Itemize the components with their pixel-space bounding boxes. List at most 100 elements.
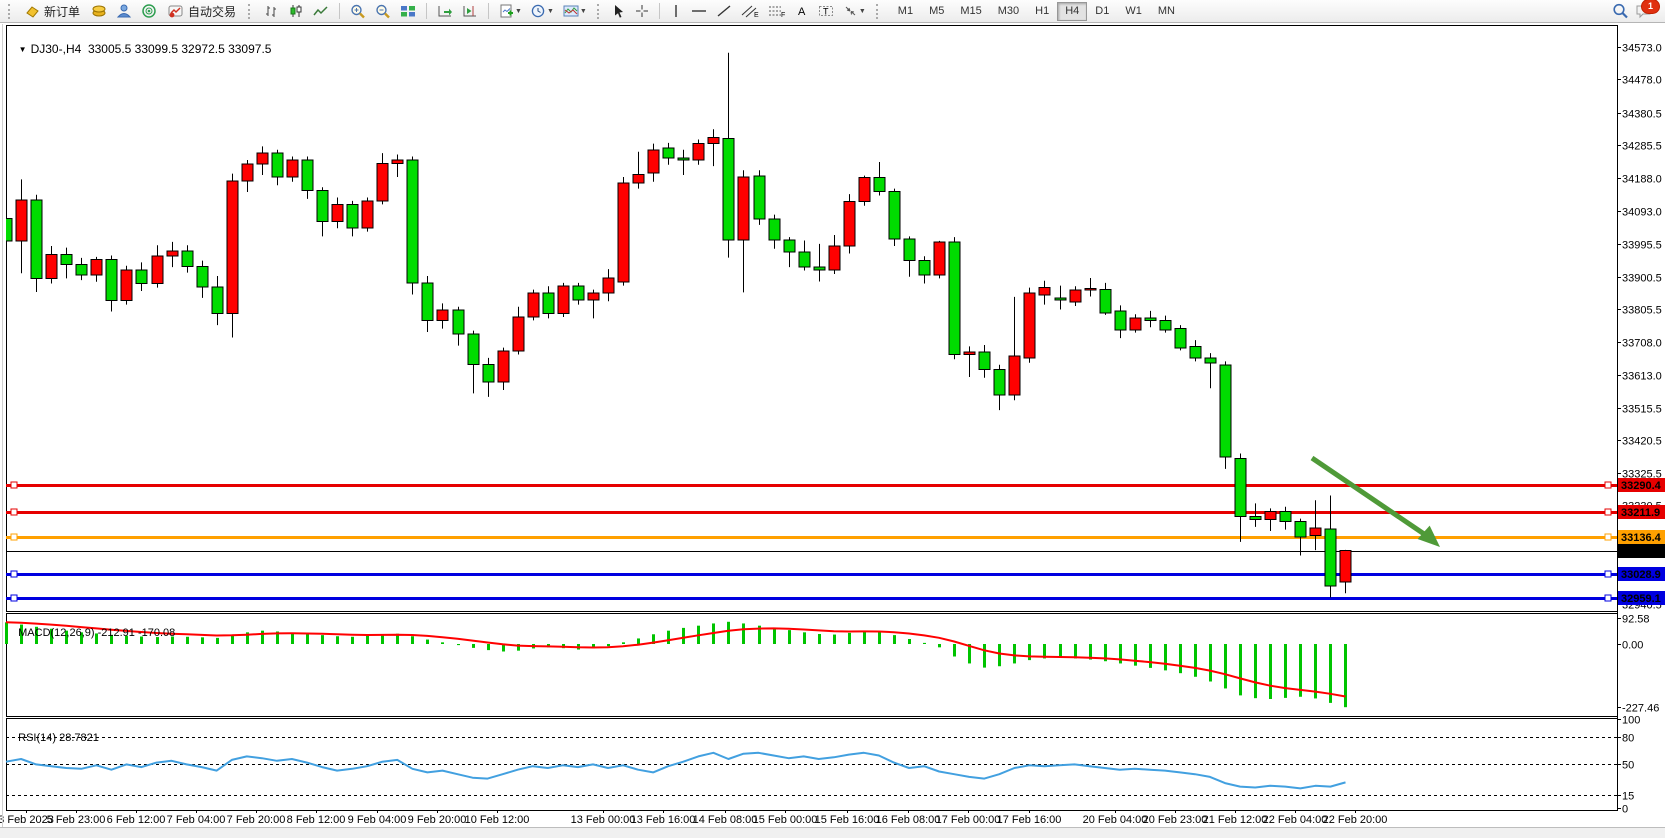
time-label[interactable]: 5 Feb 23:00	[47, 814, 106, 826]
time-label[interactable]: 20 Feb 04:00	[1083, 814, 1148, 826]
time-label[interactable]: 21 Feb 12:00	[1203, 814, 1268, 826]
tile-windows-button[interactable]	[397, 2, 419, 20]
auto-scroll-button[interactable]	[434, 2, 456, 20]
toolbar-grip[interactable]	[8, 3, 13, 19]
price-tick-label: 34380.5	[1622, 109, 1662, 121]
candle-down	[346, 203, 359, 229]
time-label[interactable]: 22 Feb 20:00	[1323, 814, 1388, 826]
candle-up	[376, 162, 389, 202]
trend-arrow-head[interactable]	[1417, 525, 1440, 547]
autotrading-button[interactable]: 自动交易	[163, 1, 241, 22]
candle-down	[1294, 521, 1307, 538]
candle-down	[542, 292, 555, 315]
time-label[interactable]: 10 Feb 12:00	[465, 814, 530, 826]
candle-up	[858, 177, 871, 203]
chart-shift-button[interactable]	[459, 2, 481, 20]
signals-button[interactable]	[138, 2, 160, 20]
crosshair-button[interactable]	[632, 2, 652, 20]
equidistant-channel-button[interactable]: E	[738, 2, 762, 20]
tf-button-M30[interactable]: M30	[997, 4, 1020, 17]
text-label-button[interactable]: T	[815, 2, 837, 20]
price-tick-label: 34478.0	[1622, 75, 1662, 87]
hline-handle[interactable]	[10, 508, 18, 516]
time-label[interactable]: 14 Feb 08:00	[693, 814, 758, 826]
time-label[interactable]: 15 Feb 00:00	[753, 814, 818, 826]
trend-arrow-line[interactable]	[1310, 455, 1432, 541]
hline-handle[interactable]	[10, 570, 18, 578]
time-label[interactable]: 8 Feb 12:00	[287, 814, 346, 826]
fibonacci-button[interactable]: F	[765, 2, 789, 20]
time-label[interactable]: 9 Feb 04:00	[348, 814, 407, 826]
templates-button[interactable]: ▼	[560, 2, 590, 20]
time-label[interactable]: 9 Feb 20:00	[408, 814, 467, 826]
time-label[interactable]: 13 Feb 00:00	[571, 814, 636, 826]
time-label[interactable]: 6 Feb 12:00	[107, 814, 166, 826]
time-label[interactable]: 20 Feb 23:00	[1143, 814, 1208, 826]
tf-button-H4[interactable]: H4	[1057, 1, 1088, 21]
candle-up	[1038, 287, 1051, 296]
candle-down	[572, 285, 585, 301]
time-label[interactable]: 7 Feb 20:00	[227, 814, 286, 826]
zoom-out-button[interactable]	[372, 2, 394, 21]
zoom-in-button[interactable]	[347, 2, 369, 21]
tf-button-M15[interactable]: M15	[960, 4, 982, 17]
hline-handle[interactable]	[10, 594, 18, 602]
candle-up	[90, 259, 103, 276]
toolbar-grip[interactable]	[875, 3, 881, 19]
hline-handle[interactable]	[10, 533, 18, 541]
trendline-button[interactable]	[713, 2, 735, 20]
symbol-dropdown-icon[interactable]: ▼	[18, 45, 27, 54]
arrows-button[interactable]: ▼	[840, 2, 869, 20]
search-button[interactable]	[1609, 1, 1632, 21]
hline-handle[interactable]	[1604, 481, 1612, 489]
candle-down	[903, 238, 916, 261]
new-order-button[interactable]: 新订单	[20, 1, 85, 22]
bar-chart-button[interactable]	[260, 2, 282, 20]
toolbar-grip[interactable]	[596, 3, 602, 19]
text-button[interactable]: A	[792, 2, 812, 20]
vertical-line-button[interactable]	[667, 2, 685, 20]
candlestick-chart-button[interactable]	[285, 2, 307, 20]
time-label[interactable]: 7 Feb 04:00	[167, 814, 226, 826]
tf-button-D1[interactable]: D1	[1095, 4, 1110, 17]
rsi-axis-label: 50	[1622, 760, 1634, 772]
candle-up	[256, 152, 269, 165]
periods-button[interactable]: ▼	[528, 2, 557, 20]
rsi-axis-label: 100	[1622, 715, 1640, 727]
candle-down	[1234, 458, 1247, 518]
candle-up	[286, 159, 299, 178]
cursor-button[interactable]	[609, 2, 629, 20]
notifications-button[interactable]: 1	[1635, 0, 1660, 19]
time-label[interactable]: 15 Feb 16:00	[815, 814, 880, 826]
cursor-icon	[614, 5, 623, 18]
time-label[interactable]: 16 Feb 08:00	[876, 814, 941, 826]
horizontal-line-button[interactable]	[688, 2, 710, 20]
tf-button-M1[interactable]: M1	[897, 4, 914, 17]
candle-up	[632, 173, 645, 184]
time-label[interactable]: 13 Feb 16:00	[631, 814, 696, 826]
candlestick-chart-icon	[290, 5, 302, 17]
time-label[interactable]: 17 Feb 00:00	[936, 814, 1001, 826]
rsi-indicator-value: 28.7821	[59, 732, 99, 744]
tf-button-H1[interactable]: H1	[1035, 4, 1050, 17]
line-chart-button[interactable]	[310, 2, 332, 20]
candle-down	[993, 369, 1006, 396]
time-label[interactable]: 22 Feb 04:00	[1263, 814, 1328, 826]
experts-button[interactable]	[113, 2, 135, 20]
hline-handle[interactable]	[10, 481, 18, 489]
time-label[interactable]: 3 Feb 2023	[0, 814, 54, 826]
toolbar-grip[interactable]	[248, 3, 253, 19]
tf-button-M5[interactable]: M5	[929, 4, 945, 17]
hline-handle[interactable]	[1604, 570, 1612, 578]
candle-down	[1144, 317, 1157, 321]
candle-up	[15, 199, 28, 242]
hline-handle[interactable]	[1604, 508, 1612, 516]
hline-handle[interactable]	[1604, 594, 1612, 602]
hline-handle[interactable]	[1604, 533, 1612, 541]
tf-button-MN[interactable]: MN	[1157, 4, 1175, 17]
market-depth-button[interactable]	[88, 2, 110, 20]
new-chart-button[interactable]: ▼	[496, 2, 525, 20]
tf-button-W1[interactable]: W1	[1125, 4, 1142, 17]
time-label[interactable]: 17 Feb 16:00	[997, 814, 1062, 826]
